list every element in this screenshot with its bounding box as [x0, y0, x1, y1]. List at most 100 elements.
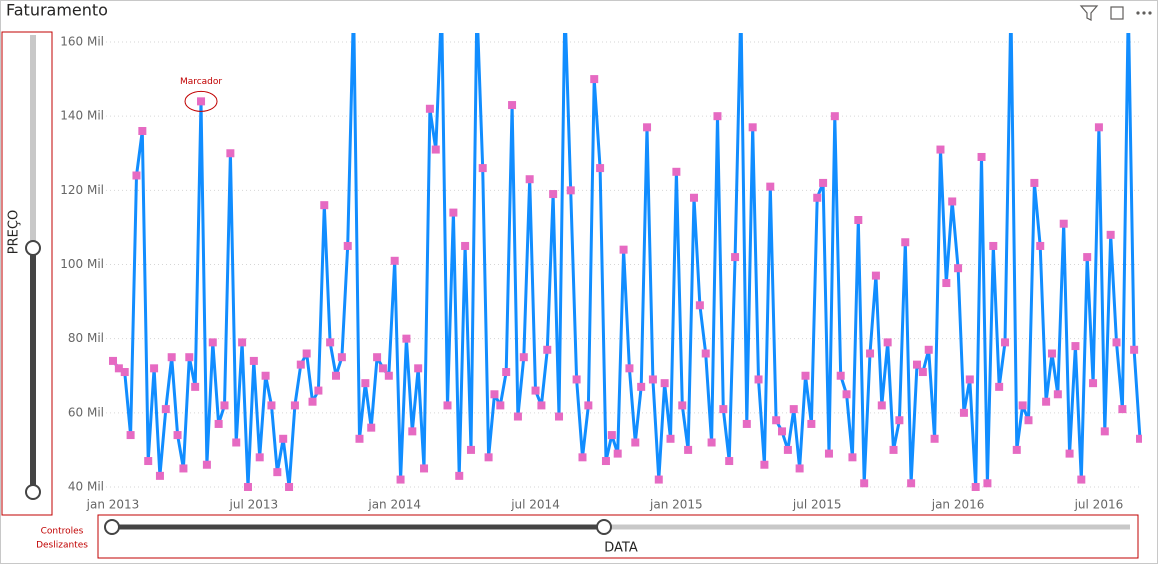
data-marker	[824, 449, 833, 458]
data-marker	[449, 208, 458, 217]
data-marker	[742, 419, 751, 428]
data-marker	[161, 405, 170, 414]
visual-title: Faturamento	[6, 1, 108, 20]
data-marker	[1047, 349, 1056, 358]
data-marker	[114, 364, 123, 373]
data-marker	[314, 386, 323, 395]
data-marker	[877, 401, 886, 410]
data-marker	[778, 427, 787, 436]
data-marker	[766, 182, 775, 191]
data-marker	[1053, 390, 1062, 399]
data-marker	[713, 112, 722, 121]
data-marker	[1030, 178, 1039, 187]
data-marker	[461, 241, 470, 250]
data-marker	[408, 427, 417, 436]
note-text: Deslizantes	[36, 541, 88, 551]
data-marker	[625, 364, 634, 373]
data-marker	[267, 401, 276, 410]
data-marker	[1065, 449, 1074, 458]
data-marker	[425, 104, 434, 113]
data-marker	[907, 479, 916, 488]
data-marker	[109, 356, 117, 365]
data-marker	[995, 382, 1004, 391]
slider-label: PREÇO	[7, 210, 22, 254]
data-marker	[261, 371, 270, 380]
data-marker	[1024, 416, 1033, 425]
data-marker	[144, 457, 153, 466]
header-icons[interactable]	[1079, 5, 1152, 21]
y-tick-label: 120 Mil	[60, 183, 104, 197]
data-marker	[208, 338, 217, 347]
data-marker	[948, 197, 957, 206]
data-marker	[1118, 405, 1127, 414]
data-marker	[502, 368, 511, 377]
data-marker	[478, 164, 487, 173]
data-marker	[513, 412, 522, 421]
x-tick-label: jul 2013	[229, 498, 279, 512]
data-marker	[443, 401, 452, 410]
data-marker	[689, 193, 698, 202]
x-tick-label: jan 2014	[367, 498, 421, 512]
y-tick-label: 40 Mil	[68, 479, 104, 493]
data-marker	[1071, 342, 1080, 351]
data-marker	[1059, 219, 1068, 228]
data-marker	[173, 431, 182, 440]
y-tick-label: 80 Mil	[68, 331, 104, 345]
data-marker	[613, 449, 622, 458]
data-marker	[883, 338, 892, 347]
x-tick-label: jul 2016	[1074, 498, 1124, 512]
data-marker	[1083, 253, 1092, 262]
data-marker	[466, 445, 475, 454]
data-marker	[525, 175, 534, 184]
data-marker	[126, 431, 135, 440]
data-marker	[983, 479, 992, 488]
x-tick-label: jan 2013	[86, 498, 140, 512]
slider-thumb[interactable]	[25, 240, 41, 256]
data-marker	[337, 353, 346, 362]
data-marker	[1130, 345, 1139, 354]
data-marker	[238, 338, 247, 347]
data-marker	[854, 216, 863, 225]
data-marker	[590, 75, 599, 84]
data-marker	[255, 453, 264, 462]
data-marker	[731, 253, 740, 262]
price-slider-box	[1, 31, 53, 516]
data-marker	[167, 353, 176, 362]
data-marker	[1042, 397, 1051, 406]
data-marker	[813, 193, 822, 202]
data-marker	[543, 345, 552, 354]
data-marker	[578, 453, 587, 462]
slider-thumb[interactable]	[104, 519, 120, 535]
data-marker	[296, 360, 305, 369]
data-marker	[290, 401, 299, 410]
data-marker	[220, 401, 229, 410]
data-marker	[1100, 427, 1109, 436]
data-marker	[414, 364, 423, 373]
data-marker	[666, 434, 675, 443]
data-marker	[120, 368, 129, 377]
visual-border	[0, 0, 1158, 564]
data-marker	[631, 438, 640, 447]
plot: 40 Mil 60 Mil 80 Mil 100 Mil 120 Mil 140 Mil 1…	[60, 33, 1142, 512]
slider-thumb[interactable]	[596, 519, 612, 535]
x-tick-label: jan 2016	[931, 498, 985, 512]
data-marker	[725, 457, 734, 466]
data-marker	[249, 356, 258, 365]
data-marker	[572, 375, 581, 384]
data-marker	[648, 375, 657, 384]
data-marker	[672, 167, 681, 176]
data-marker	[273, 468, 282, 477]
data-marker	[343, 241, 352, 250]
slider-thumb[interactable]	[25, 484, 41, 500]
data-marker	[155, 471, 164, 480]
data-marker	[607, 431, 616, 440]
data-marker	[431, 145, 440, 154]
data-marker	[326, 338, 335, 347]
data-marker	[989, 241, 998, 250]
data-marker	[965, 375, 974, 384]
data-marker	[584, 401, 593, 410]
note-text: Controles	[41, 527, 84, 537]
data-marker	[819, 178, 828, 187]
data-marker	[842, 390, 851, 399]
